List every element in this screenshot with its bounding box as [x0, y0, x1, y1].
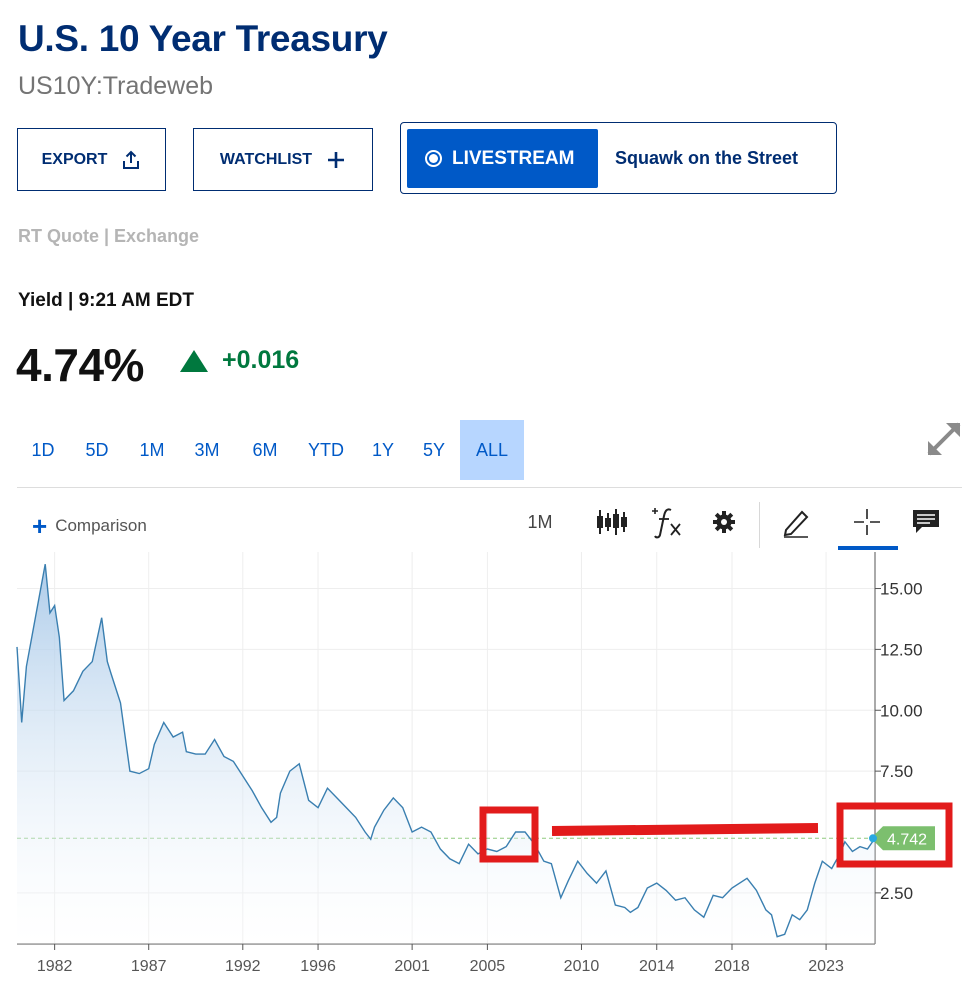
yield-timestamp: Yield | 9:21 AM EDT	[18, 290, 195, 311]
change-value: +0.016	[222, 346, 300, 374]
x-tick-label: 1987	[131, 958, 167, 975]
page-title: U.S. 10 Year Treasury	[18, 18, 388, 59]
last-price: 4.74%	[16, 339, 144, 391]
current-value-label: 4.742	[887, 831, 927, 848]
annotation-box-2007	[479, 806, 539, 863]
x-tick-label: 1996	[300, 958, 336, 975]
expand-icon[interactable]	[924, 419, 964, 459]
x-tick-label: 1982	[37, 958, 73, 975]
annotation-box-current	[836, 802, 953, 868]
range-3m[interactable]: 3M	[194, 439, 220, 460]
chart-divider	[17, 487, 962, 488]
range-ytd[interactable]: YTD	[308, 439, 344, 460]
yield-chart[interactable]: 1982 1987 1992 1996 2001 2005 2010 2014 2018 2023…	[0, 552, 979, 982]
y-tick-label: 12.50	[880, 640, 923, 659]
ticker-subtitle: US10Y:Tradeweb	[18, 72, 214, 100]
range-5y[interactable]: 5Y	[422, 439, 446, 460]
plus-icon	[326, 150, 346, 170]
livestream-show-link[interactable]: Squawk on the Street	[615, 147, 799, 168]
comment-icon[interactable]	[908, 500, 944, 544]
rt-quote-label: RT Quote | Exchange	[18, 226, 200, 246]
y-tick-label: 7.50	[880, 762, 913, 781]
live-indicator-icon	[425, 150, 442, 167]
interval-button[interactable]: 1M	[527, 511, 553, 532]
range-6m[interactable]: 6M	[252, 439, 278, 460]
candlestick-icon[interactable]	[592, 500, 632, 544]
yield-line	[16, 564, 876, 938]
y-tick-label: 10.00	[880, 701, 923, 720]
export-label: EXPORT	[41, 150, 108, 168]
y-tick-label: 2.50	[880, 884, 913, 903]
x-tick-label: 1992	[225, 958, 261, 975]
range-1y[interactable]: 1Y	[371, 439, 395, 460]
export-button[interactable]: EXPORT	[17, 128, 166, 191]
range-selector: 1D 5D 1M 3M 6M YTD 1Y 5Y ALL	[18, 420, 524, 480]
range-all[interactable]: ALL	[460, 420, 524, 480]
current-value-badge	[871, 826, 935, 851]
livestream-button[interactable]: LIVESTREAM	[407, 129, 598, 188]
watchlist-button[interactable]: WATCHLIST	[193, 128, 373, 191]
current-value-dot	[869, 834, 877, 843]
livestream-panel: LIVESTREAM Squawk on the Street	[400, 122, 837, 194]
price-change: +0.016	[180, 346, 299, 375]
range-5d[interactable]: 5D	[85, 439, 109, 460]
yield-area	[17, 564, 875, 944]
range-1m[interactable]: 1M	[139, 439, 165, 460]
comparison-button[interactable]: + Comparison	[32, 511, 147, 541]
gear-icon[interactable]	[705, 500, 743, 544]
x-tick-label: 2023	[808, 958, 844, 975]
y-tick-label: 15.00	[880, 580, 923, 599]
x-tick-label: 2010	[564, 958, 600, 975]
up-arrow-icon	[180, 349, 208, 372]
annotation-line	[551, 823, 819, 836]
range-1d[interactable]: 1D	[31, 439, 55, 460]
share-icon	[121, 150, 141, 170]
livestream-label: LIVESTREAM	[452, 147, 575, 169]
crosshair-icon[interactable]	[845, 500, 889, 544]
comparison-label: Comparison	[55, 516, 147, 535]
x-tick-label: 2005	[470, 958, 506, 975]
plus-icon: +	[32, 511, 48, 541]
x-tick-label: 2018	[714, 958, 750, 975]
toolbar-separator	[759, 502, 760, 548]
active-tool-indicator	[838, 546, 898, 550]
x-tick-label: 2014	[639, 958, 675, 975]
function-icon[interactable]	[646, 500, 688, 544]
watchlist-label: WATCHLIST	[219, 150, 313, 168]
x-tick-label: 2001	[394, 958, 430, 975]
pencil-icon[interactable]	[776, 500, 816, 544]
